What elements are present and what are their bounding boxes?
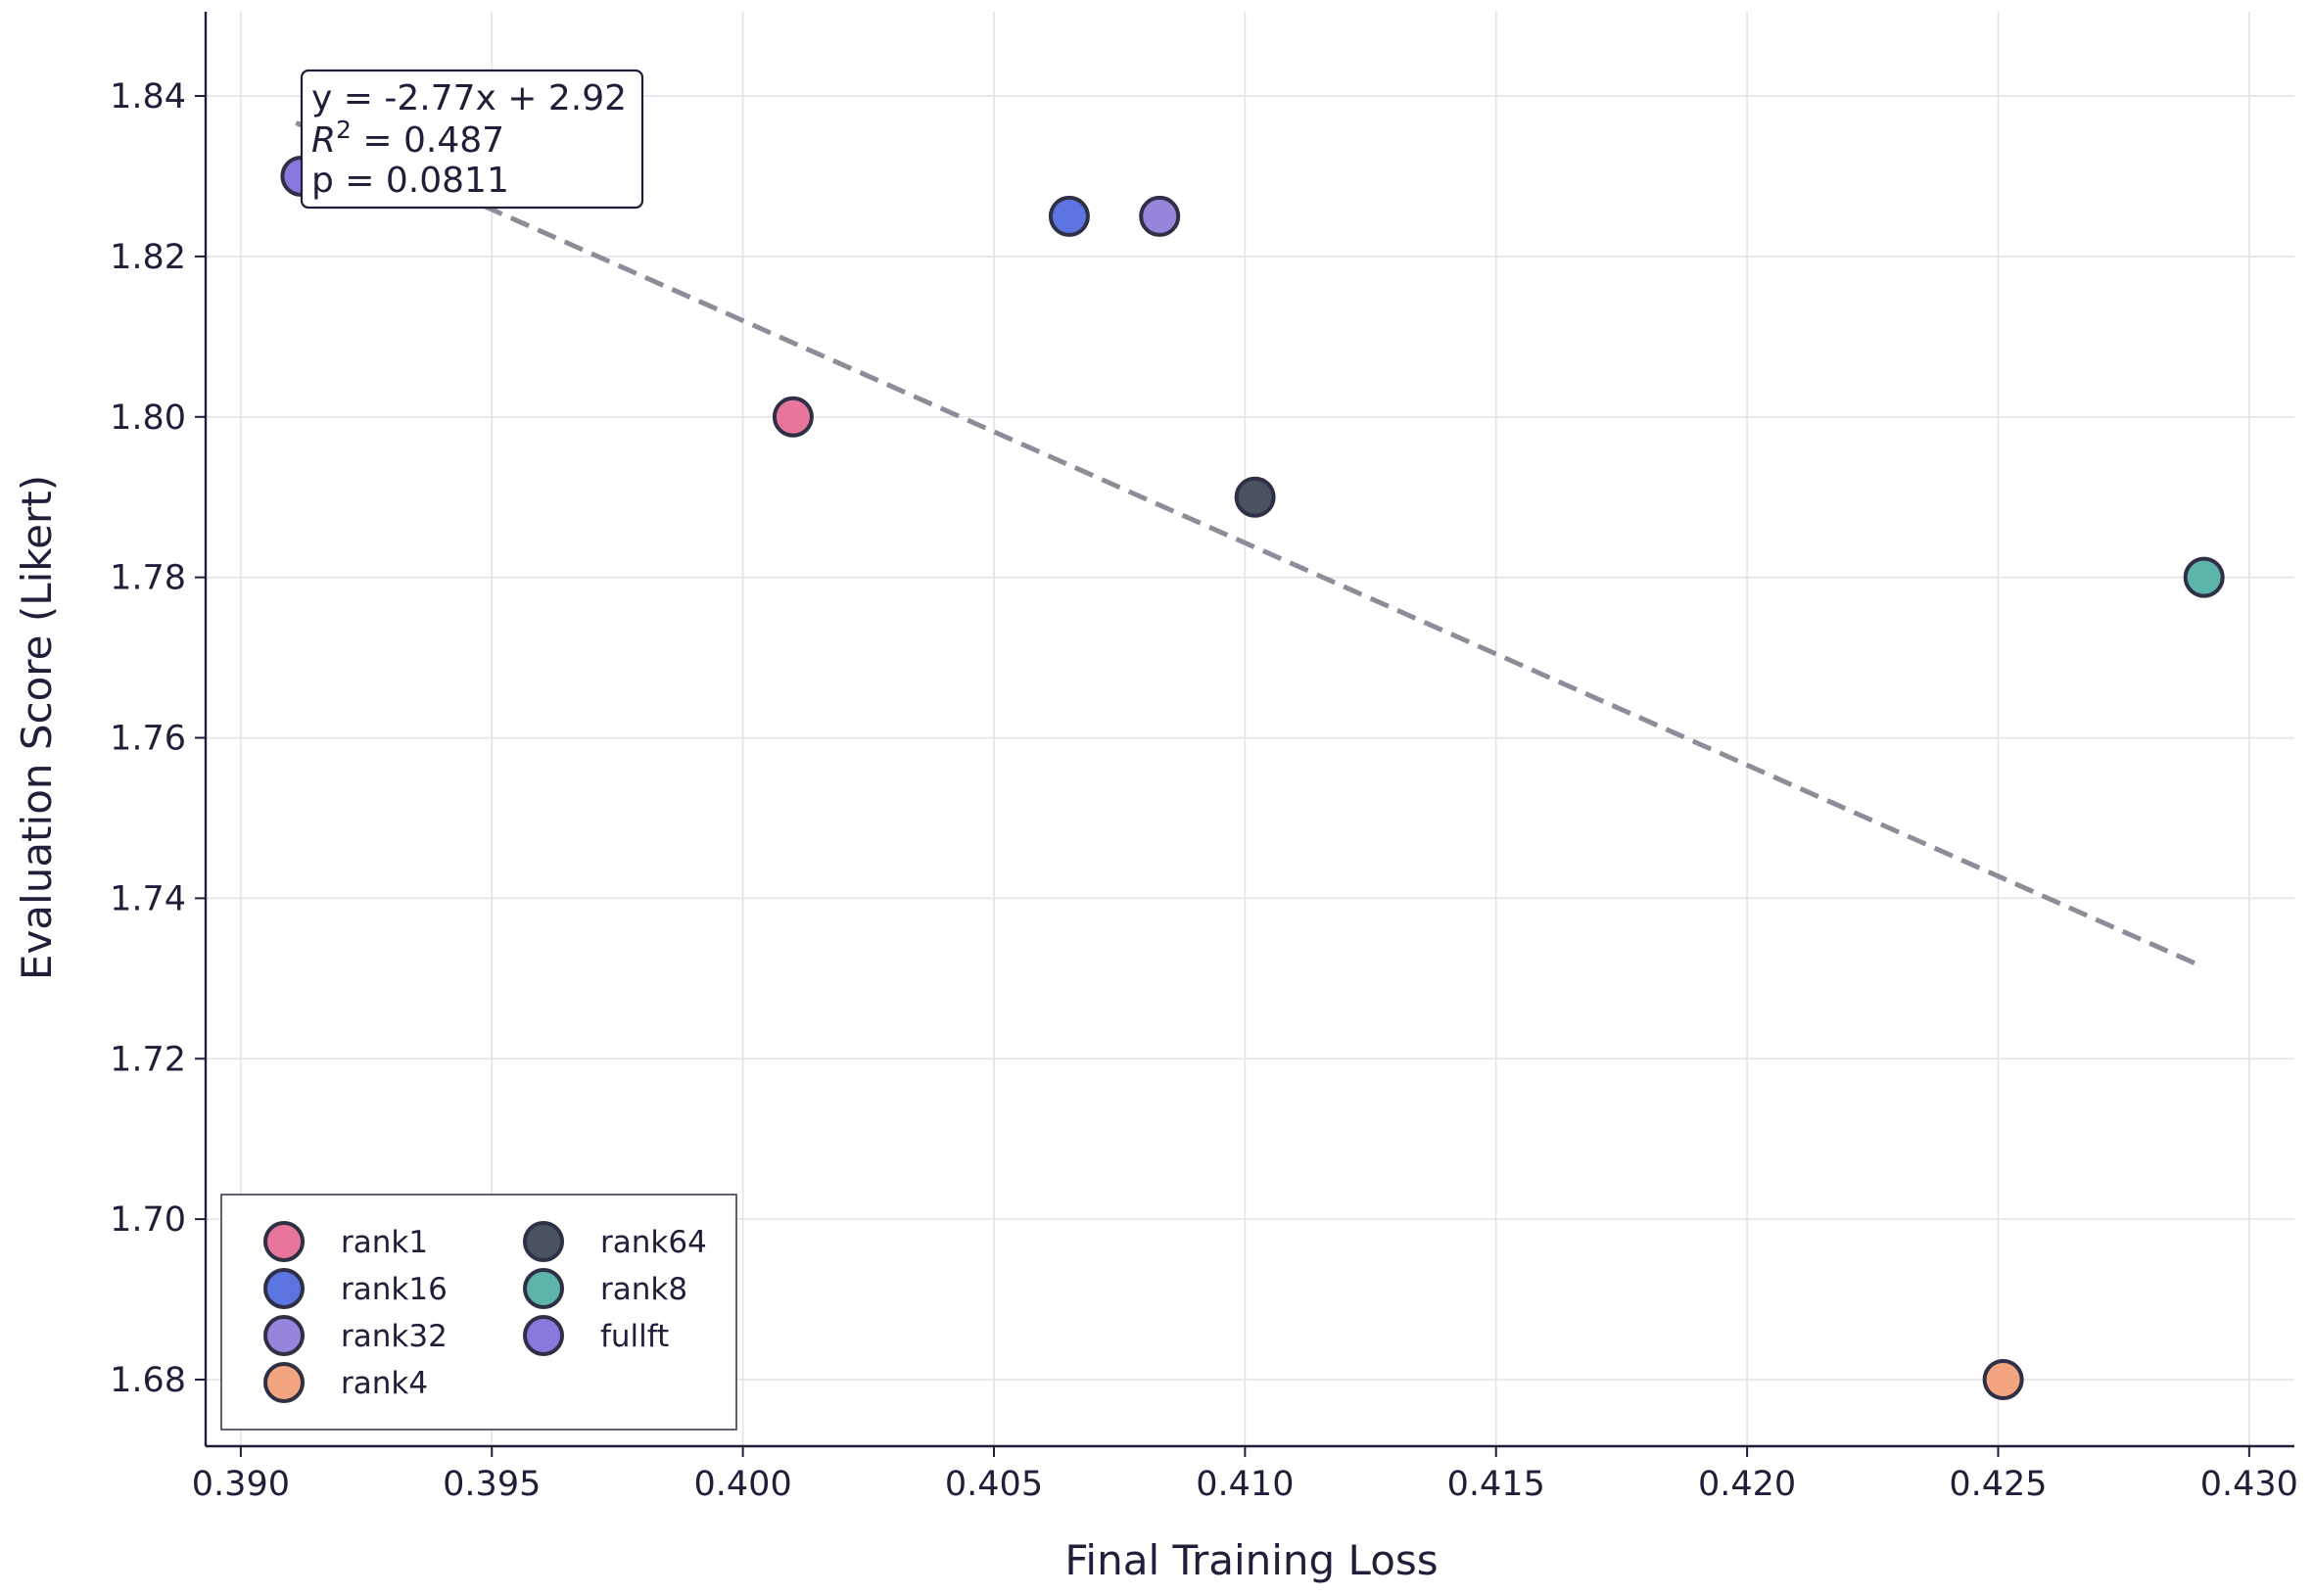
x-tick-label: 0.400 [694, 1465, 792, 1504]
y-tick-label: 1.72 [110, 1040, 186, 1079]
y-tick-label: 1.76 [110, 720, 186, 759]
legend-marker-rank8 [523, 1268, 564, 1309]
annotation-r2: R2 = 0.487 [311, 116, 504, 161]
x-tick-label: 0.430 [2200, 1465, 2298, 1504]
y-tick-label: 1.78 [110, 559, 186, 598]
x-tick-label: 0.390 [192, 1465, 290, 1504]
x-axis-label: Final Training Loss [1064, 1536, 1438, 1584]
y-axis-label: Evaluation Score (Likert) [13, 475, 61, 980]
data-point-rank8 [2183, 556, 2225, 598]
data-point-rank1 [772, 396, 814, 438]
tick-labels: 0.390 0.395 0.400 0.405 0.410 0.415 0.420 0.425… [110, 77, 2298, 1504]
legend-items: rank1 rank16 rank32 rank4 rank64 rank8 fullft [263, 1221, 707, 1403]
legend-box [220, 1194, 737, 1431]
y-tick-label: 1.82 [110, 238, 186, 277]
annotation-box [300, 69, 644, 210]
legend-marker-rank64 [523, 1221, 564, 1262]
x-tick-label: 0.420 [1698, 1465, 1796, 1504]
legend-marker-rank16 [263, 1268, 305, 1309]
annotation-equation: y = -2.77x + 2.92 [311, 78, 627, 118]
legend-label-rank1: rank1 [341, 1225, 428, 1260]
fit-line [295, 120, 2200, 967]
y-tick-label: 1.80 [110, 399, 186, 438]
legend-label-rank16: rank16 [341, 1272, 448, 1307]
annotation-r2-symbol: R [311, 120, 336, 161]
y-tick-label: 1.74 [110, 879, 186, 918]
data-point-rank32 [1139, 195, 1181, 237]
legend-marker-rank4 [263, 1362, 305, 1403]
x-tick-label: 0.415 [1447, 1465, 1545, 1504]
x-tick-label: 0.395 [443, 1465, 541, 1504]
y-tick-label: 1.70 [110, 1200, 186, 1240]
data-point-rank4 [1982, 1358, 2024, 1400]
regression-fit [295, 120, 2200, 967]
regression-annotation: y = -2.77x + 2.92 R2 = 0.487 p = 0.0811 [300, 69, 644, 210]
x-tick-label: 0.410 [1196, 1465, 1294, 1504]
legend-label-rank32: rank32 [341, 1319, 448, 1354]
annotation-r2-superscript: 2 [336, 116, 352, 144]
legend-label-rank4: rank4 [341, 1366, 428, 1401]
data-point-rank64 [1234, 476, 1276, 518]
data-point-rank16 [1048, 195, 1090, 237]
legend-marker-rank1 [263, 1221, 305, 1262]
legend-label-fullft: fullft [600, 1319, 669, 1354]
y-tick-label: 1.68 [110, 1361, 186, 1400]
legend: rank1 rank16 rank32 rank4 rank64 rank8 fullft [220, 1194, 737, 1431]
annotation-r2-value: = 0.487 [352, 120, 504, 161]
annotation-p-value: p = 0.0811 [311, 161, 509, 201]
axes [204, 12, 2294, 1448]
legend-marker-fullft [523, 1315, 564, 1356]
legend-label-rank64: rank64 [600, 1225, 707, 1260]
legend-marker-rank32 [263, 1315, 305, 1356]
x-tick-label: 0.405 [945, 1465, 1043, 1504]
legend-label-rank8: rank8 [600, 1272, 687, 1307]
y-tick-label: 1.84 [110, 77, 186, 117]
x-tick-label: 0.425 [1949, 1465, 2047, 1504]
